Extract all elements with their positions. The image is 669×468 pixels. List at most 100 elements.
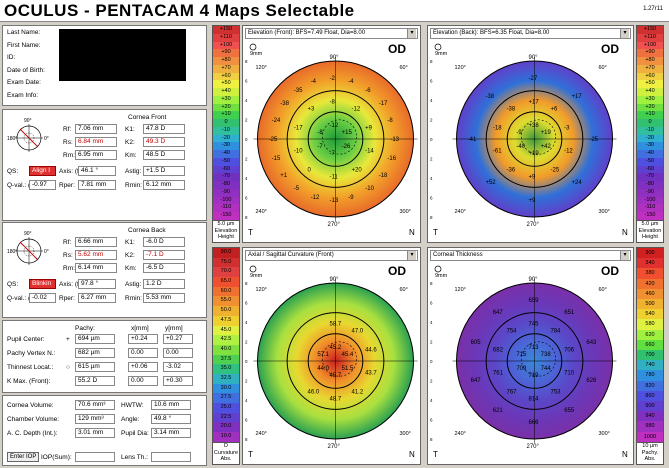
map-value-label: 682 — [493, 347, 504, 353]
map-value-label: 0 — [307, 167, 311, 173]
rmin-value: 6.12 mm — [143, 180, 185, 190]
measure-label: Pupil Dia: — [121, 430, 149, 437]
pachy-row-label: Pachy Vertex N.: — [7, 350, 56, 357]
scale-value: 25.0 — [213, 403, 239, 413]
map-value-label: 58.7 — [330, 322, 342, 328]
map-value-label: -18 — [493, 125, 502, 131]
measure-value: 3.14 mm — [151, 428, 191, 438]
map-value-label: 659 — [529, 298, 540, 304]
scale-value: -150 — [213, 212, 239, 220]
scale-value: 60.0 — [213, 286, 239, 297]
map-canvas[interactable]: 90°270°120° 60°240° 300°T N9mm86420246845.2… — [244, 263, 419, 463]
chevron-down-icon[interactable]: ▾ — [407, 29, 416, 38]
scale-value: +70 — [637, 64, 663, 73]
pupil-outline — [322, 341, 357, 377]
map-value-label: -27 — [529, 76, 538, 82]
map-title: Corneal Thickness — [433, 252, 483, 258]
scale-value: 860 — [637, 390, 663, 402]
scale-unit: Elevation — [638, 227, 662, 234]
magnifier-icon[interactable] — [434, 43, 442, 51]
map-value-label: -40 — [516, 144, 525, 150]
magnifier-icon[interactable] — [249, 265, 257, 273]
axis-270-label: 270° — [328, 444, 341, 450]
pachy-y-value: 0.00 — [163, 348, 193, 358]
keratometry-value: 48.5 D — [143, 150, 185, 160]
pachy-y-value: -3.02 — [163, 362, 193, 372]
map-canvas[interactable]: 90°270°120° 60°240° 300°T N9mm864202468-12+… — [244, 41, 419, 241]
qs-status-button[interactable]: Blinkin — [29, 279, 56, 289]
map-value-label: 709 — [516, 366, 527, 372]
scale-value: +80 — [637, 57, 663, 65]
map-type-dropdown[interactable]: Axial / Sagittal Curvature (Front) ▾ — [245, 250, 418, 261]
y-tick-label: 4 — [245, 398, 248, 403]
enter-iop-button[interactable]: Enter IOP — [7, 452, 40, 462]
scale-footer: 10 µm Pachy. Abs. — [637, 442, 663, 464]
qs-label: QS: — [7, 281, 19, 288]
map-type-dropdown[interactable]: Corneal Thickness ▾ — [430, 250, 631, 261]
keratometry-label: Km: — [125, 265, 137, 272]
scale-value: -90 — [213, 188, 239, 197]
map-value-label: -6 — [365, 88, 371, 94]
map-value-label: +38 — [529, 123, 540, 129]
axis-value: 46.1 ° — [78, 166, 116, 176]
rmin-label: Rmin: — [125, 295, 142, 302]
map-back-elevation[interactable]: Elevation (Back): BFS=6.35 Float, Dia=8.… — [427, 25, 634, 243]
axis-label: Axis: (flat) — [59, 168, 88, 175]
map-value-label: -36 — [506, 167, 515, 173]
chevron-down-icon[interactable]: ▾ — [620, 251, 629, 260]
map-curvature[interactable]: Axial / Sagittal Curvature (Front) ▾ OD 90°… — [242, 247, 421, 465]
scale-value: 0 — [637, 119, 663, 127]
scale-value: -50 — [637, 157, 663, 166]
scale-value: +60 — [637, 72, 663, 81]
pachy-row-marker: ○ — [66, 364, 70, 371]
map-canvas[interactable]: 90°270°120° 60°240° 300°T N9mm864202468+38+… — [429, 41, 632, 241]
chevron-down-icon[interactable]: ▾ — [620, 29, 629, 38]
scale-unit: Curvature — [213, 449, 239, 456]
radius-label: Rm: — [63, 152, 75, 159]
scale-value: 620 — [637, 329, 663, 340]
measure-value: 129 mm³ — [75, 414, 115, 424]
map-value-label: 715 — [516, 352, 527, 358]
keratometry-value: 49.3 D — [143, 137, 185, 147]
rper-value: 7.81 mm — [78, 180, 116, 190]
map-type-dropdown[interactable]: Elevation (Back): BFS=6.35 Float, Dia=8.… — [430, 28, 631, 39]
scale-unit: Elevation — [214, 227, 238, 234]
map-value-label: +17 — [572, 94, 583, 100]
map-value-label: 719 — [529, 373, 540, 379]
map-thickness[interactable]: Corneal Thickness ▾ OD 90° 270° 120° 60° 240° 30… — [427, 247, 634, 465]
y-tick-label: 2 — [430, 379, 433, 384]
chevron-down-icon[interactable]: ▾ — [407, 251, 416, 260]
map-value-label: -41 — [468, 137, 477, 143]
scale-value: +70 — [213, 64, 239, 73]
map-value-label: -38 — [485, 94, 494, 100]
axis-90-label: 90° — [330, 277, 340, 283]
y-tick-label: 8 — [430, 281, 433, 286]
scale-unit: Abs. — [220, 456, 232, 462]
qs-status-button[interactable]: Align I — [29, 166, 56, 176]
map-type-dropdown[interactable]: Elevation (Front): BFS=7.49 Float, Dia=8… — [245, 28, 418, 39]
nasal-label: N — [622, 450, 628, 459]
scale-footer: 5.0 µm Elevation Height — [637, 220, 663, 242]
radius-label: Rf: — [63, 126, 72, 133]
map-canvas[interactable]: 90°270°120° 60°240° 300°T N9mm8642024687137… — [429, 263, 632, 463]
map-value-label: +17 — [529, 100, 540, 106]
map-value-label: -5 — [294, 186, 300, 192]
magnifier-icon[interactable] — [434, 265, 442, 273]
map-title: Elevation (Front): BFS=7.49 Float, Dia=8… — [248, 30, 366, 36]
y-tick-label: 8 — [430, 215, 433, 220]
scale-value: -80 — [213, 181, 239, 189]
patient-field-label: Exam Info: — [7, 91, 39, 99]
axis-60-label: 60° — [400, 287, 408, 293]
scale-value: -150 — [637, 212, 663, 220]
map-front-elevation[interactable]: Elevation (Front): BFS=7.49 Float, Dia=8… — [242, 25, 421, 243]
axis-60-label: 60° — [599, 287, 607, 293]
eye-label: OD — [388, 42, 406, 56]
map-value-label: -9 — [348, 195, 354, 201]
rper-label: Rper: — [59, 295, 75, 302]
axis-120-label: 120° — [455, 287, 466, 293]
magnifier-icon[interactable] — [249, 43, 257, 51]
scale-value: 900 — [637, 401, 663, 412]
scale-value: +40 — [213, 88, 239, 96]
pupil-outline — [521, 341, 556, 377]
lens-label: Lens Th.: — [121, 454, 148, 461]
